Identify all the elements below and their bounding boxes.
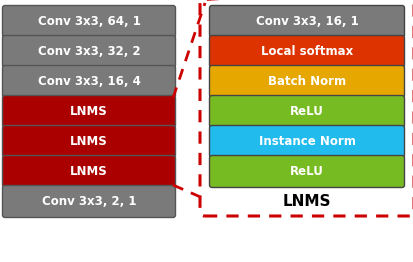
Text: Local softmax: Local softmax <box>260 45 352 58</box>
FancyBboxPatch shape <box>2 66 175 97</box>
FancyBboxPatch shape <box>2 185 175 217</box>
Text: Instance Norm: Instance Norm <box>258 135 355 148</box>
Text: ReLU: ReLU <box>290 105 323 118</box>
Text: LNMS: LNMS <box>282 194 330 209</box>
Text: Conv 3x3, 16, 1: Conv 3x3, 16, 1 <box>255 15 358 28</box>
Text: ReLU: ReLU <box>290 165 323 178</box>
FancyBboxPatch shape <box>2 6 175 37</box>
Text: Conv 3x3, 64, 1: Conv 3x3, 64, 1 <box>38 15 140 28</box>
Text: LNMS: LNMS <box>70 165 108 178</box>
FancyBboxPatch shape <box>209 66 404 97</box>
FancyBboxPatch shape <box>209 35 404 68</box>
Text: Batch Norm: Batch Norm <box>267 75 345 88</box>
Text: LNMS: LNMS <box>70 105 108 118</box>
Text: Conv 3x3, 32, 2: Conv 3x3, 32, 2 <box>38 45 140 58</box>
FancyBboxPatch shape <box>2 35 175 68</box>
FancyBboxPatch shape <box>209 96 404 128</box>
FancyBboxPatch shape <box>209 156 404 188</box>
FancyBboxPatch shape <box>2 156 175 188</box>
Text: LNMS: LNMS <box>70 135 108 148</box>
FancyBboxPatch shape <box>2 125 175 157</box>
FancyBboxPatch shape <box>2 96 175 128</box>
FancyBboxPatch shape <box>209 6 404 37</box>
Text: Conv 3x3, 16, 4: Conv 3x3, 16, 4 <box>38 75 140 88</box>
Text: Conv 3x3, 2, 1: Conv 3x3, 2, 1 <box>42 195 136 208</box>
FancyBboxPatch shape <box>209 125 404 157</box>
